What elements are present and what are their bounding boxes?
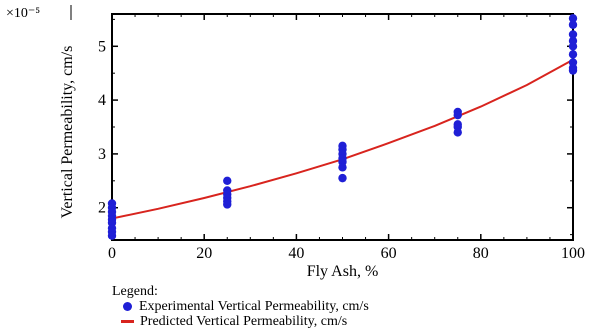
experimental-point — [223, 200, 232, 209]
experimental-point — [568, 50, 578, 59]
predicted-line — [111, 58, 574, 220]
legend-item-predicted: Predicted Vertical Permeability, cm/s — [112, 314, 369, 329]
y-tick-label: 3 — [98, 146, 106, 163]
experimental-point — [568, 30, 578, 39]
x-tick-label: 0 — [108, 245, 116, 262]
x-axis-title: Fly Ash, % — [307, 263, 379, 280]
experimental-point — [568, 20, 578, 29]
y-axis-multiplier: ×10⁻⁵ — [6, 6, 40, 21]
x-tick-label: 60 — [381, 245, 397, 262]
experimental-point — [568, 14, 578, 23]
x-tick-label: 80 — [473, 245, 489, 262]
legend-label-predicted: Predicted Vertical Permeability, cm/s — [140, 314, 348, 329]
legend-marker-experimental — [123, 302, 132, 311]
plot-frame — [111, 13, 574, 241]
experimental-point — [107, 231, 117, 240]
experimental-point — [568, 42, 578, 51]
x-tick-label: 20 — [196, 245, 212, 262]
legend-title: Legend: — [112, 284, 158, 299]
y-tick-label: 4 — [98, 92, 106, 109]
x-tick-label: 100 — [561, 245, 585, 262]
experimental-point — [223, 176, 232, 186]
legend-label-experimental: Experimental Vertical Permeability, cm/s — [139, 299, 369, 314]
experimental-point — [338, 173, 347, 183]
experimental-point — [568, 66, 578, 75]
y-axis-title: Vertical Permeability, cm/s — [59, 46, 76, 219]
legend-item-experimental: Experimental Vertical Permeability, cm/s — [112, 299, 369, 314]
experimental-point — [453, 128, 462, 137]
y-tick-label: 5 — [98, 38, 106, 55]
legend-marker-predicted — [121, 320, 134, 323]
legend: Legend: Experimental Vertical Permeabili… — [112, 284, 369, 329]
x-tick-label: 40 — [288, 245, 304, 262]
y-tick-label: 2 — [98, 200, 106, 217]
experimental-point — [338, 163, 347, 172]
experimental-point — [453, 110, 462, 120]
